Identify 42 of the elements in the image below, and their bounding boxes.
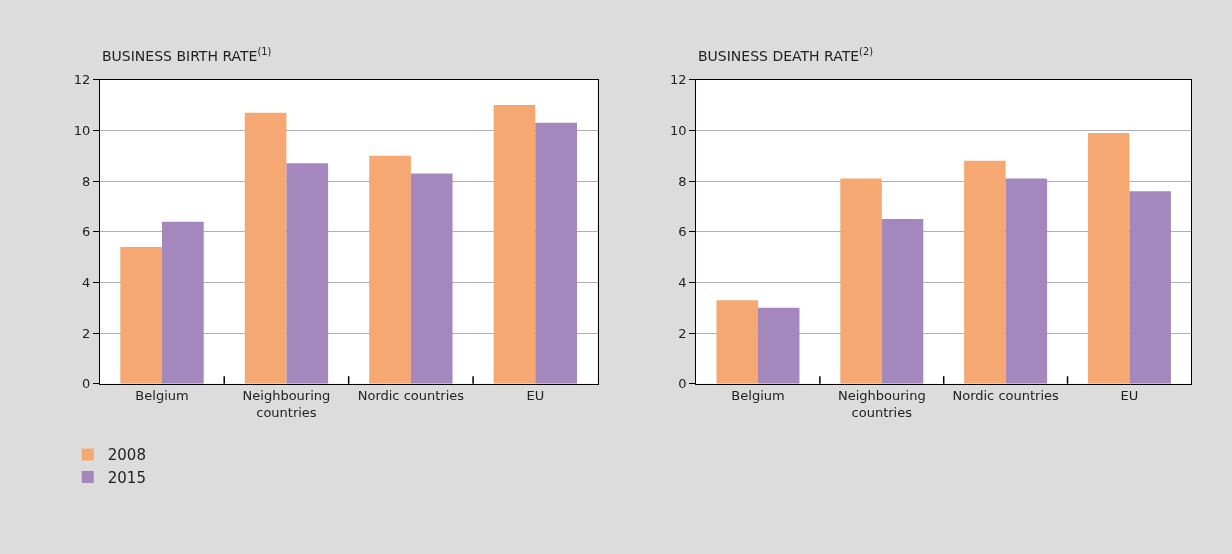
x-tick-label: Nordic countries	[952, 388, 1060, 404]
x-tick-label: Belgium	[135, 388, 189, 404]
x-tick-label: Neighbouring countries	[242, 388, 331, 421]
bar	[244, 112, 287, 384]
y-tick-label: 10	[669, 122, 687, 138]
bar	[1087, 132, 1130, 384]
bar	[1005, 178, 1048, 384]
chart-title: BUSINESS BIRTH RATE$^{(1)}$	[102, 46, 272, 64]
bar	[410, 173, 453, 384]
bar	[120, 246, 163, 384]
bar	[716, 300, 758, 384]
bar	[162, 221, 204, 384]
y-tick-label: 8	[81, 173, 91, 189]
x-tick-label: Belgium	[731, 388, 785, 404]
bar	[881, 219, 924, 384]
y-tick-label: 6	[81, 224, 91, 240]
x-tick-label: EU	[526, 388, 545, 404]
x-tick-label: Nordic countries	[357, 388, 465, 404]
legend-label: 2015	[107, 468, 146, 487]
y-tick-label: 2	[81, 325, 91, 341]
chart-title: BUSINESS DEATH RATE$^{(2)}$	[698, 46, 873, 64]
bar	[757, 307, 800, 384]
bar	[493, 105, 536, 384]
bar	[964, 160, 1006, 384]
y-tick-label: 0	[81, 376, 91, 392]
bar	[840, 178, 882, 384]
bar	[286, 163, 329, 384]
y-tick-label: 6	[678, 224, 687, 240]
y-tick-label: 10	[73, 122, 91, 138]
y-tick-label: 0	[678, 376, 687, 392]
y-tick-label: 4	[81, 274, 91, 290]
bar	[535, 122, 577, 384]
y-tick-label: 12	[669, 72, 687, 88]
x-tick-label: EU	[1120, 388, 1139, 404]
y-tick-label: 4	[678, 274, 687, 290]
bar	[369, 155, 411, 384]
x-tick-label: Neighbouring countries	[837, 388, 926, 421]
y-tick-label: 12	[73, 72, 91, 88]
y-tick-label: 8	[678, 173, 687, 189]
legend-label: 2008	[107, 446, 146, 465]
y-tick-label: 2	[678, 325, 687, 341]
bar	[1129, 191, 1171, 384]
